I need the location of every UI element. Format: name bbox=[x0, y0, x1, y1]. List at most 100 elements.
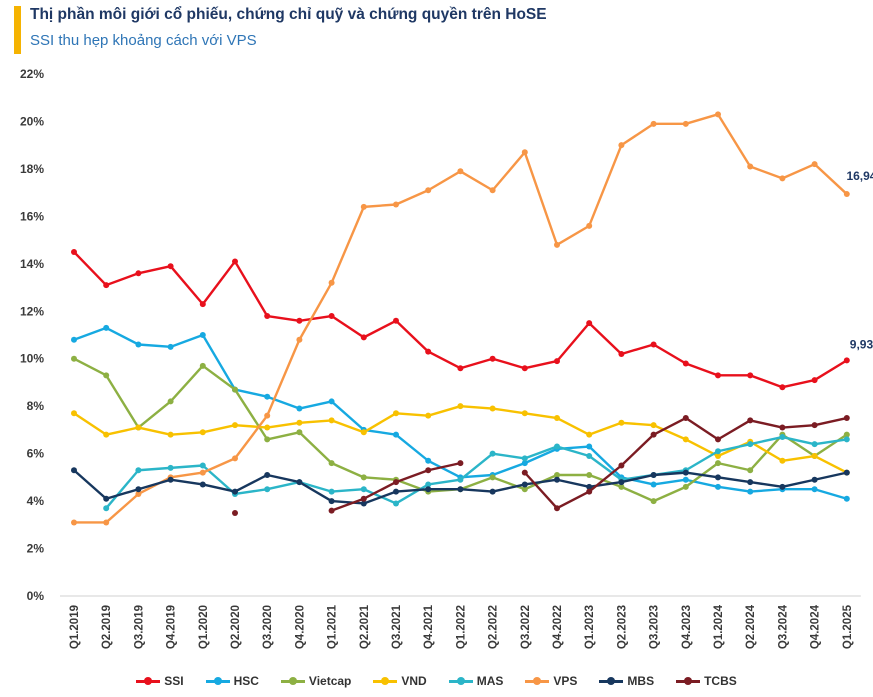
data-point-ssi bbox=[360, 334, 367, 341]
data-point-vnd bbox=[199, 429, 206, 436]
data-point-hsc bbox=[296, 405, 303, 412]
data-point-mas bbox=[843, 436, 850, 443]
data-point-hsc bbox=[586, 443, 593, 450]
x-tick-label: Q1.2019 bbox=[69, 605, 81, 649]
data-point-vps bbox=[586, 222, 593, 229]
data-point-mas bbox=[747, 441, 754, 448]
data-point-ssi bbox=[586, 320, 593, 327]
data-point-mas bbox=[360, 486, 367, 493]
data-point-ssi bbox=[328, 313, 335, 320]
data-point-vps bbox=[232, 455, 238, 462]
data-point-vps bbox=[682, 120, 689, 127]
data-point-mbs bbox=[199, 481, 206, 488]
data-point-ssi bbox=[232, 258, 238, 265]
y-tick-label: 8% bbox=[27, 399, 45, 413]
legend-swatch-mbs bbox=[599, 676, 624, 686]
x-tick-label: Q1.2022 bbox=[455, 605, 467, 649]
chart-legend: SSI HSC Vietcap VND MAS VPS MBS TCBS bbox=[0, 674, 873, 688]
data-point-mbs bbox=[618, 479, 625, 486]
legend-swatch-vps bbox=[525, 676, 550, 686]
data-point-mas bbox=[328, 488, 335, 495]
y-tick-label: 16% bbox=[20, 209, 44, 223]
data-point-ssi bbox=[296, 317, 303, 324]
chart-title: Thị phần môi giới cổ phiếu, chứng chỉ qu… bbox=[30, 6, 547, 23]
data-point-ssi bbox=[71, 248, 77, 255]
data-point-mbs bbox=[457, 486, 464, 493]
x-tick-label: Q3.2019 bbox=[133, 605, 145, 649]
data-point-tcbs bbox=[393, 479, 399, 486]
data-point-vnd bbox=[103, 431, 110, 438]
data-point-hsc bbox=[199, 332, 206, 338]
data-point-mbs bbox=[328, 498, 335, 505]
data-point-vietcap bbox=[843, 431, 850, 438]
data-point-vietcap bbox=[489, 474, 496, 481]
data-point-vietcap bbox=[586, 471, 593, 478]
data-point-mbs bbox=[586, 483, 593, 490]
data-point-vps bbox=[554, 241, 560, 248]
data-point-mas bbox=[489, 450, 496, 457]
data-point-mas bbox=[199, 462, 206, 469]
data-point-mbs bbox=[135, 486, 142, 493]
data-point-vnd bbox=[618, 419, 625, 426]
legend-label-vps: VPS bbox=[553, 674, 578, 688]
data-point-vnd bbox=[328, 417, 335, 424]
data-point-mbs bbox=[811, 476, 818, 483]
x-tick-label: Q4.2024 bbox=[810, 604, 822, 649]
data-point-vietcap bbox=[360, 474, 367, 481]
x-tick-label: Q3.2020 bbox=[262, 605, 274, 649]
legend-item-vnd: VND bbox=[373, 674, 427, 688]
data-point-ssi bbox=[682, 360, 689, 367]
data-point-hsc bbox=[103, 324, 110, 331]
legend-label-tcbs: TCBS bbox=[704, 674, 737, 688]
data-point-mbs bbox=[103, 495, 110, 502]
data-point-vps bbox=[650, 120, 657, 127]
data-point-hsc bbox=[650, 481, 657, 488]
data-point-vnd bbox=[554, 415, 560, 422]
x-tick-label: Q4.2022 bbox=[552, 605, 564, 649]
data-point-mbs bbox=[682, 469, 689, 476]
x-tick-label: Q1.2025 bbox=[842, 604, 854, 649]
x-tick-label: Q4.2023 bbox=[681, 605, 693, 649]
data-point-hsc bbox=[747, 488, 754, 495]
data-point-vps bbox=[103, 519, 110, 526]
y-tick-label: 12% bbox=[20, 304, 44, 318]
data-point-vnd bbox=[779, 457, 786, 464]
data-point-vps bbox=[135, 490, 142, 497]
data-point-vnd bbox=[650, 422, 657, 429]
data-point-mbs bbox=[650, 471, 657, 478]
data-point-vietcap bbox=[682, 483, 689, 490]
data-point-ssi bbox=[618, 350, 625, 357]
data-point-tcbs bbox=[811, 422, 818, 429]
data-point-mbs bbox=[71, 467, 77, 474]
data-label-vps: 16,94% bbox=[846, 169, 873, 183]
x-tick-label: Q2.2019 bbox=[101, 605, 113, 649]
data-point-mbs bbox=[393, 488, 399, 495]
data-point-tcbs bbox=[521, 469, 528, 476]
legend-label-vnd: VND bbox=[401, 674, 427, 688]
data-point-ssi bbox=[393, 317, 399, 324]
data-point-hsc bbox=[71, 336, 77, 343]
series-line-tcbs bbox=[523, 416, 848, 510]
data-point-mas bbox=[103, 505, 110, 512]
data-point-ssi bbox=[843, 357, 850, 364]
x-tick-label: Q3.2023 bbox=[649, 605, 661, 649]
data-point-hsc bbox=[167, 343, 174, 350]
line-chart: 0% 2% 4% 6% 8% 10% 12% 14% 16% 18% 20% 22% Q1.2019 Q2… bbox=[20, 67, 873, 649]
data-point-hsc bbox=[425, 457, 432, 464]
title-accent-bar bbox=[14, 6, 21, 54]
data-point-ssi bbox=[103, 282, 110, 289]
data-point-ssi bbox=[135, 270, 142, 277]
y-tick-label: 2% bbox=[27, 542, 45, 556]
data-point-tcbs bbox=[650, 431, 657, 438]
legend-item-mbs: MBS bbox=[599, 674, 654, 688]
legend-label-mbs: MBS bbox=[627, 674, 655, 688]
x-tick-label: Q1.2024 bbox=[713, 604, 725, 649]
legend-swatch-hsc bbox=[205, 676, 230, 686]
legend-item-hsc: HSC bbox=[205, 674, 259, 688]
data-point-mbs bbox=[521, 481, 528, 488]
data-point-vietcap bbox=[715, 460, 721, 467]
data-point-vietcap bbox=[199, 362, 206, 369]
data-point-tcbs bbox=[586, 488, 593, 495]
data-point-tcbs bbox=[457, 460, 464, 467]
data-point-ssi bbox=[425, 348, 432, 355]
